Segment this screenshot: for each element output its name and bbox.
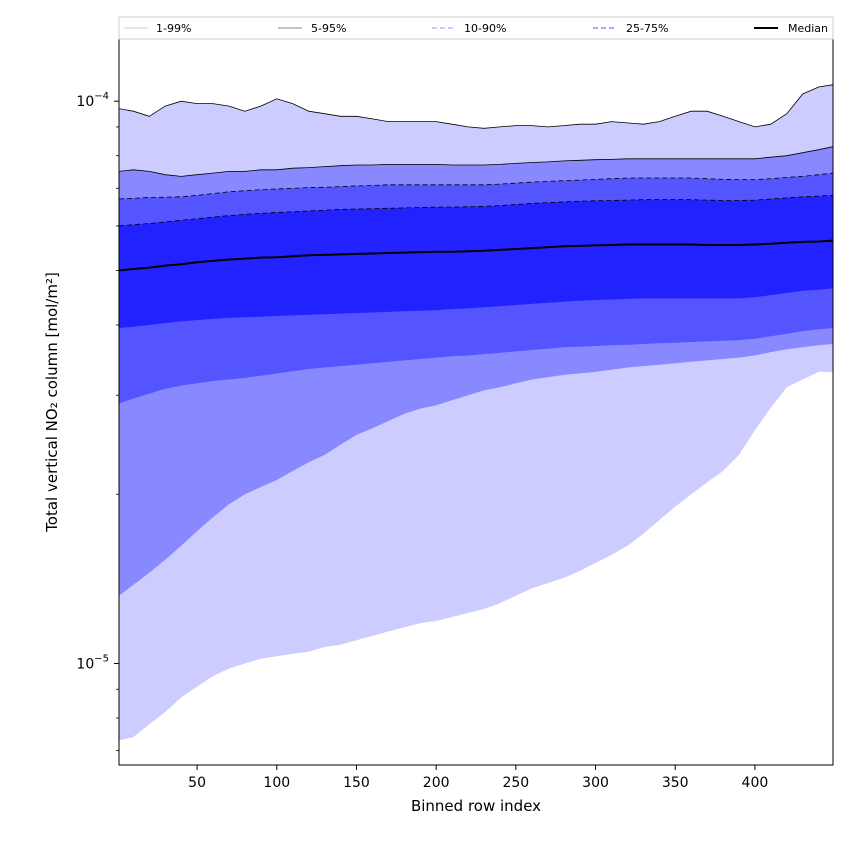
legend-label-5-95%: 5-95% — [311, 22, 346, 35]
band-upper-10-90% — [118, 172, 834, 200]
legend-label-10-90%: 10-90% — [464, 22, 506, 35]
x-tick-label-350: 350 — [662, 775, 689, 791]
legend-label-1-99%: 1-99% — [156, 22, 191, 35]
y-axis-ticks: 10−5 10−4 — [76, 91, 119, 752]
legend-label-Median: Median — [788, 22, 828, 35]
band-25-75% — [119, 195, 833, 328]
median-line — [118, 239, 834, 272]
x-axis-label: Binned row index — [411, 797, 541, 815]
percentile-band-lines — [118, 84, 834, 227]
x-tick-label-50: 50 — [188, 775, 206, 791]
band-upper-25-75% — [118, 195, 834, 227]
x-tick-label-200: 200 — [423, 775, 450, 791]
legend-label-25-75%: 25-75% — [626, 22, 668, 35]
x-axis-ticks: 50 100 150 200 250 300 350 400 — [188, 765, 768, 791]
x-tick-label-100: 100 — [263, 775, 290, 791]
x-tick-label-300: 300 — [582, 775, 609, 791]
band-upper-1-99% — [118, 84, 834, 129]
y-tick-label: 10−5 — [76, 654, 109, 673]
y-tick-label: 10−4 — [76, 91, 109, 110]
x-tick-label-250: 250 — [502, 775, 529, 791]
x-tick-label-400: 400 — [742, 775, 769, 791]
band-upper-5-95% — [118, 146, 834, 177]
median-series — [118, 239, 834, 272]
percentile-bands — [119, 84, 833, 741]
x-tick-label-150: 150 — [343, 775, 370, 791]
legend-frame — [118, 16, 834, 40]
y-axis-label: Total vertical NO₂ column [mol/m²] — [43, 272, 61, 533]
legend: 1-99% 5-95% 10-90% 25-75% Median — [118, 16, 834, 40]
